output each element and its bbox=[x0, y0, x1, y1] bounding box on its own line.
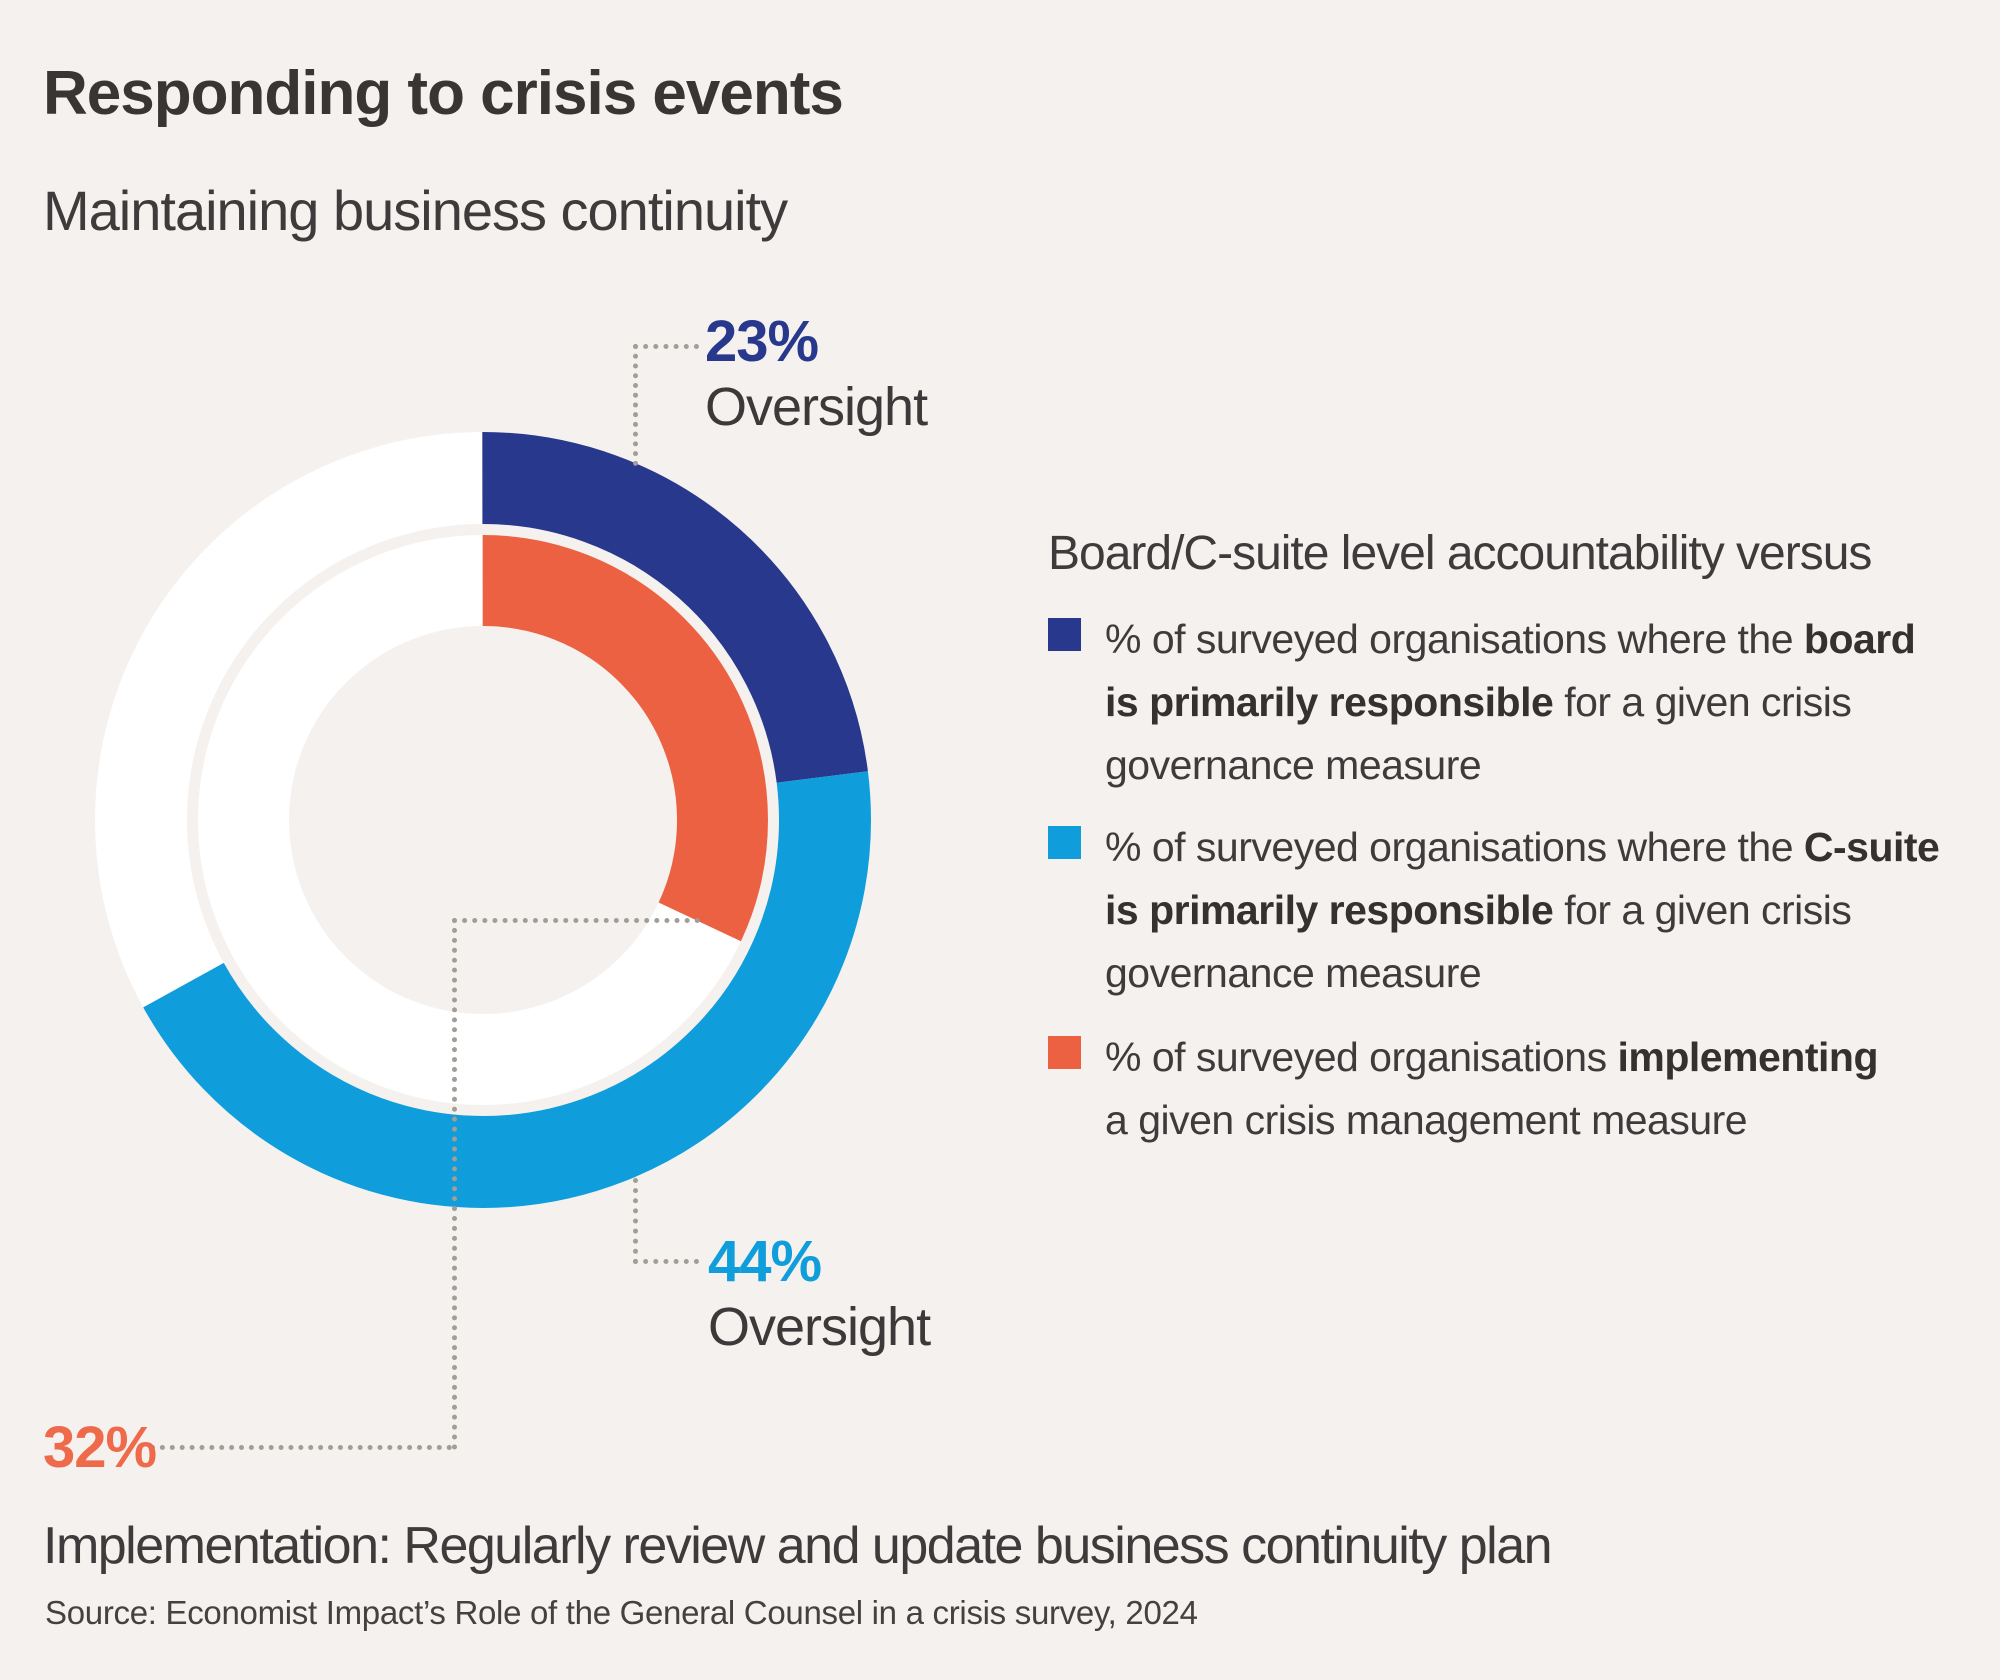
leader-23-vertical bbox=[633, 344, 638, 466]
legend-heading: Board/C-suite level accountability versu… bbox=[1048, 527, 1872, 580]
callout-implementation: 32% bbox=[43, 1415, 157, 1480]
page-subtitle: Maintaining business continuity bbox=[43, 179, 788, 242]
legend-item-csuite-text: % of surveyed organisations where the C-… bbox=[1105, 824, 1940, 996]
callout-implementation-value: 32% bbox=[43, 1415, 157, 1480]
leader-32-vertical bbox=[452, 918, 457, 1450]
board-swatch bbox=[1048, 618, 1081, 651]
leader-32-horizontal-top bbox=[452, 918, 700, 923]
legend-item-board-text: % of surveyed organisations where the bo… bbox=[1105, 616, 1916, 788]
callout-board-label: Oversight bbox=[705, 377, 928, 437]
implementation-arc bbox=[198, 535, 768, 1105]
leader-23-horizontal bbox=[633, 344, 699, 349]
legend-item-board: % of surveyed organisations where the bo… bbox=[1048, 608, 1916, 797]
callout-board-value: 23% bbox=[705, 309, 819, 374]
source-line: Source: Economist Impact’s Role of the G… bbox=[45, 1594, 1198, 1631]
implementation-swatch bbox=[1048, 1036, 1081, 1069]
legend-item-csuite: % of surveyed organisations where the C-… bbox=[1048, 816, 1940, 1005]
legend-item-implementation-text: % of surveyed organisations implementing… bbox=[1105, 1034, 1878, 1143]
leader-44-vertical bbox=[633, 1178, 638, 1264]
page-title: Responding to crisis events bbox=[43, 59, 844, 128]
donut-chart bbox=[95, 432, 871, 1208]
implementation-caption: Implementation: Regularly review and upd… bbox=[43, 1517, 1553, 1575]
callout-csuite-value: 44% bbox=[708, 1229, 822, 1294]
legend-item-implementation: % of surveyed organisations implementing… bbox=[1048, 1026, 1878, 1152]
board-arc bbox=[95, 432, 871, 1208]
callout-board: 23% Oversight bbox=[705, 309, 928, 437]
leader-44-horizontal bbox=[633, 1259, 699, 1264]
csuite-arc bbox=[95, 432, 871, 1208]
leader-32-horizontal-bottom bbox=[150, 1445, 452, 1450]
csuite-swatch bbox=[1048, 826, 1081, 859]
callout-csuite-label: Oversight bbox=[708, 1297, 931, 1357]
callout-csuite: 44% Oversight bbox=[708, 1229, 931, 1357]
